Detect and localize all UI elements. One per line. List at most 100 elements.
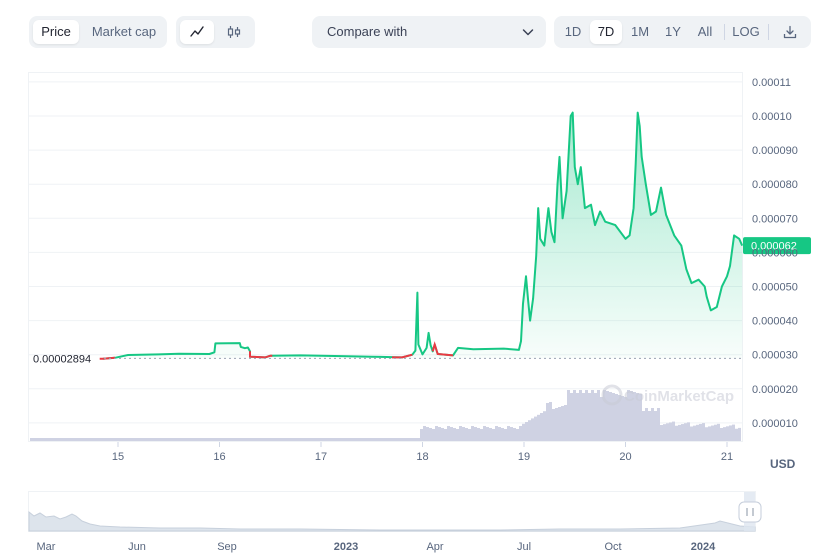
volume-bar bbox=[624, 397, 627, 441]
volume-bar bbox=[381, 438, 384, 441]
volume-bar bbox=[291, 438, 294, 441]
volume-bar bbox=[699, 423, 702, 441]
range-1y-button[interactable]: 1Y bbox=[665, 24, 681, 39]
volume-bar bbox=[306, 438, 309, 441]
volume-bar bbox=[234, 438, 237, 441]
volume-bar bbox=[282, 438, 285, 441]
tab-price[interactable]: Price bbox=[33, 20, 79, 44]
tab-market-cap[interactable]: Market cap bbox=[91, 24, 157, 39]
volume-bar bbox=[390, 438, 393, 441]
y-tick-label: 0.000010 bbox=[752, 418, 798, 430]
volume-bar bbox=[630, 391, 633, 441]
volume-bar bbox=[297, 438, 300, 441]
price-line-down bbox=[392, 353, 413, 359]
volume-bar bbox=[177, 438, 180, 441]
navigator-area bbox=[28, 510, 756, 532]
volume-bar bbox=[489, 428, 492, 441]
range-navigator[interactable]: Mar Jun Sep 2023 Apr Jul Oct 2024 bbox=[28, 491, 762, 554]
volume-bar bbox=[66, 438, 69, 441]
volume-bar bbox=[405, 438, 408, 441]
line-chart-button[interactable] bbox=[180, 20, 214, 44]
volume-bar bbox=[666, 423, 669, 441]
compare-with-dropdown[interactable]: Compare with bbox=[312, 16, 546, 48]
volume-bar bbox=[714, 424, 717, 441]
volume-bar bbox=[738, 427, 741, 441]
volume-bar bbox=[150, 438, 153, 441]
range-1m-button[interactable]: 1M bbox=[630, 24, 650, 39]
volume-bar bbox=[618, 395, 621, 441]
volume-bar bbox=[213, 438, 216, 441]
volume-bar bbox=[672, 421, 675, 441]
volume-bar bbox=[108, 438, 111, 441]
volume-bar bbox=[453, 428, 456, 441]
volume-bar bbox=[600, 397, 603, 441]
volume-bar bbox=[465, 428, 468, 441]
volume-bar bbox=[171, 438, 174, 441]
volume-bar bbox=[351, 438, 354, 441]
volume-bar bbox=[144, 438, 147, 441]
range-all-button[interactable]: All bbox=[697, 24, 713, 39]
volume-bar bbox=[93, 438, 96, 441]
volume-bar bbox=[186, 438, 189, 441]
volume-bar bbox=[267, 438, 270, 441]
volume-bar bbox=[432, 429, 435, 441]
volume-bar bbox=[459, 426, 462, 441]
volume-bar bbox=[30, 438, 33, 441]
volume-bar bbox=[435, 426, 438, 441]
volume-bar bbox=[258, 438, 261, 441]
volume-bar bbox=[519, 426, 522, 441]
volume-bar bbox=[609, 392, 612, 441]
download-button[interactable] bbox=[775, 20, 805, 44]
volume-bar bbox=[147, 438, 150, 441]
x-tick-label: 18 bbox=[416, 451, 428, 463]
navigator-handle[interactable] bbox=[738, 501, 762, 523]
x-tick-label: 20 bbox=[619, 451, 631, 463]
range-7d-button[interactable]: 7D bbox=[590, 20, 622, 44]
volume-bar bbox=[450, 427, 453, 441]
volume-bar bbox=[312, 438, 315, 441]
volume-bar bbox=[51, 438, 54, 441]
volume-bar bbox=[240, 438, 243, 441]
volume-bar bbox=[201, 438, 204, 441]
volume-bar bbox=[570, 393, 573, 441]
volume-bar bbox=[84, 438, 87, 441]
volume-bar bbox=[636, 393, 639, 441]
volume-bar bbox=[447, 426, 450, 441]
volume-bar bbox=[408, 438, 411, 441]
volume-bar bbox=[78, 438, 81, 441]
volume-bar bbox=[684, 423, 687, 441]
volume-bar bbox=[375, 438, 378, 441]
volume-bar bbox=[300, 438, 303, 441]
volume-bar bbox=[366, 438, 369, 441]
volume-bar bbox=[324, 438, 327, 441]
volume-bar bbox=[531, 418, 534, 441]
volume-bar bbox=[669, 422, 672, 441]
log-scale-button[interactable]: LOG bbox=[732, 24, 760, 39]
volume-bar bbox=[615, 394, 618, 441]
volume-bar bbox=[573, 390, 576, 441]
y-tick-label: 0.000080 bbox=[752, 179, 798, 191]
volume-bar bbox=[36, 438, 39, 441]
download-icon bbox=[783, 25, 797, 39]
volume-bar bbox=[135, 438, 138, 441]
volume-bar bbox=[402, 438, 405, 441]
volume-bar bbox=[360, 438, 363, 441]
volume-bar bbox=[480, 429, 483, 441]
volume-bar bbox=[705, 427, 708, 441]
volume-bar bbox=[120, 438, 123, 441]
volume-bar bbox=[117, 438, 120, 441]
volume-bar bbox=[321, 438, 324, 441]
volume-bar bbox=[411, 438, 414, 441]
volume-bar bbox=[387, 438, 390, 441]
volume-bar bbox=[648, 411, 651, 441]
volume-bar bbox=[525, 422, 528, 441]
y-tick-label: 0.000070 bbox=[752, 213, 798, 225]
volume-bar bbox=[102, 438, 105, 441]
candlestick-button[interactable] bbox=[217, 20, 251, 44]
volume-bar bbox=[369, 438, 372, 441]
range-1d-button[interactable]: 1D bbox=[564, 24, 582, 39]
volume-bar bbox=[720, 428, 723, 441]
x-tick-label: 19 bbox=[518, 451, 530, 463]
coinmarketcap-logo-icon bbox=[601, 384, 623, 406]
